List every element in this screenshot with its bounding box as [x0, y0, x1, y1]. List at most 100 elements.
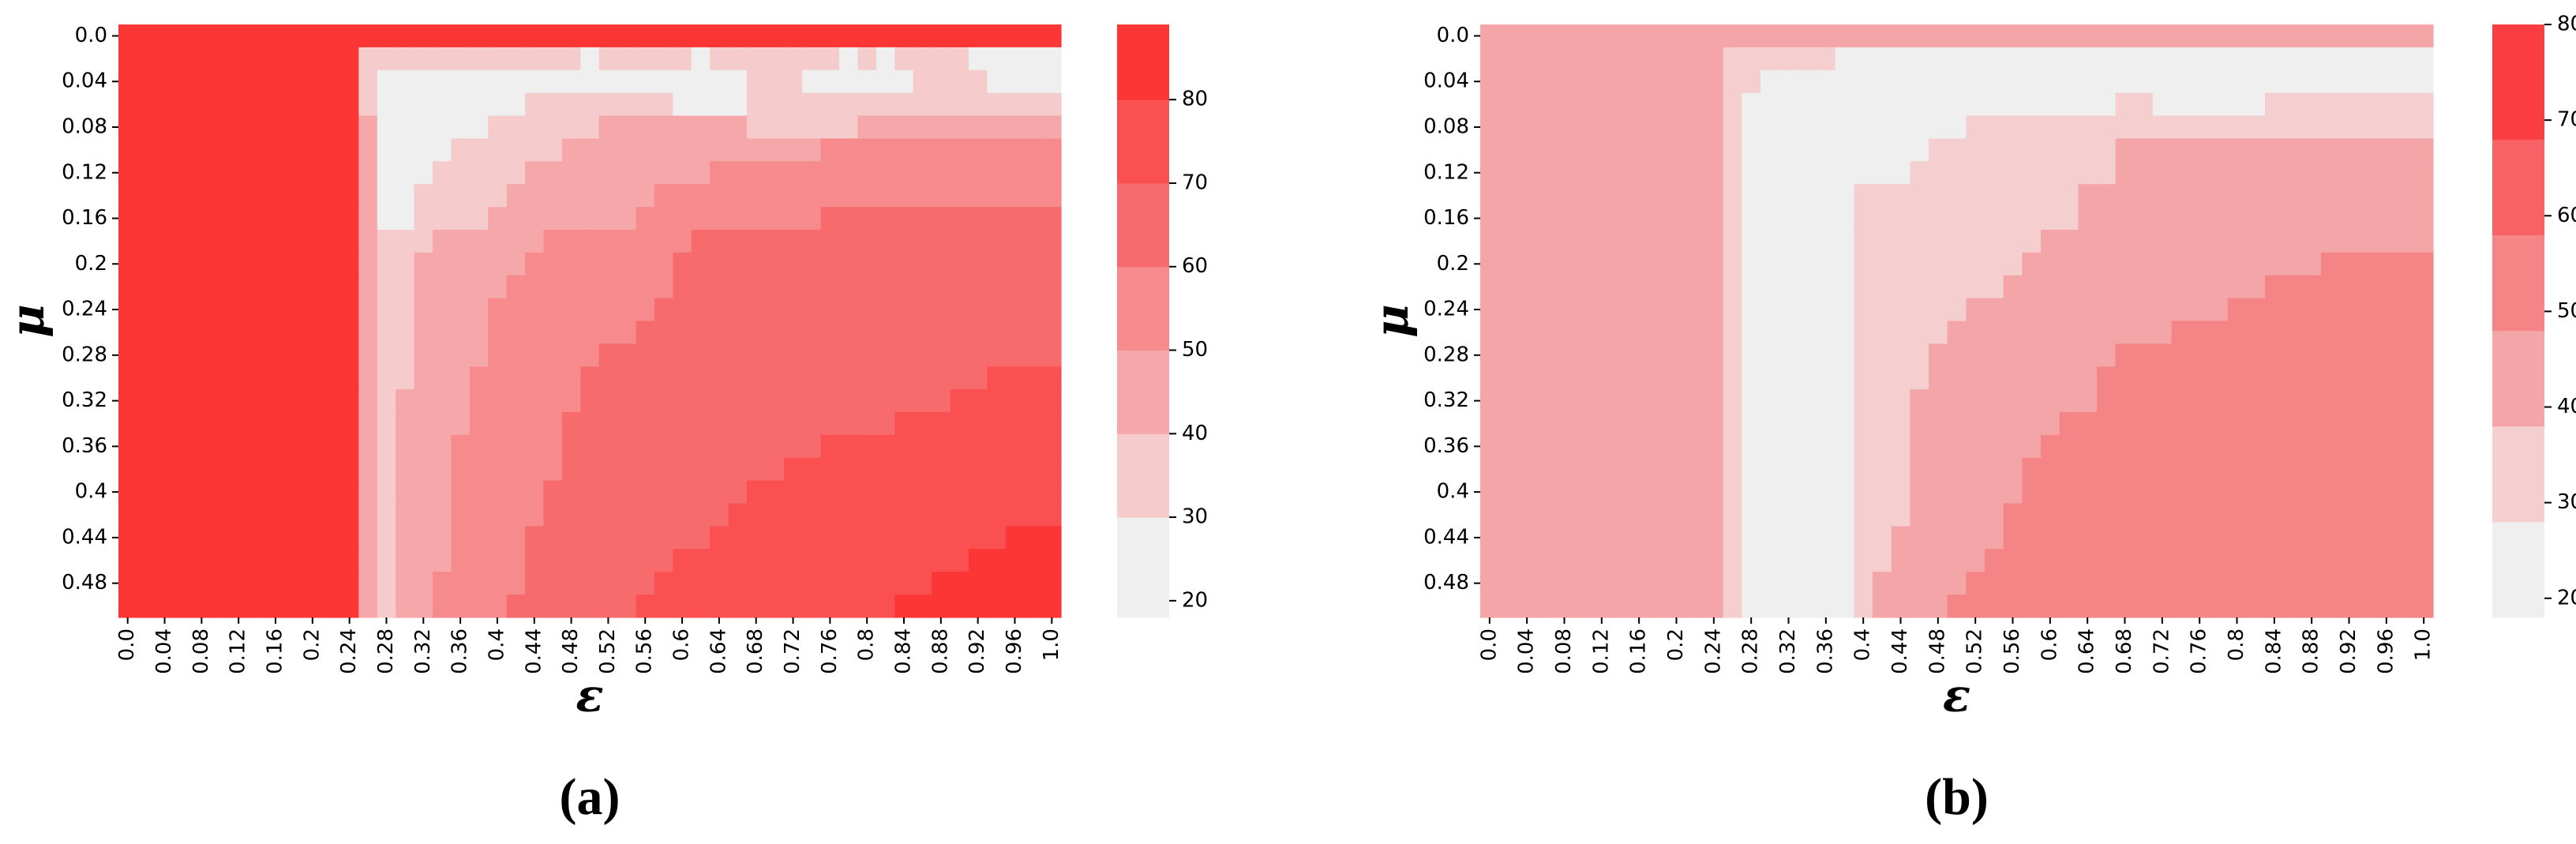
heatmap-cell [728, 47, 748, 71]
heatmap-cell [211, 161, 231, 185]
heatmap-cell [765, 252, 785, 276]
heatmap-cell [1480, 115, 1500, 140]
heatmap-cell [2190, 252, 2210, 276]
y-tick-label: 0.0 [75, 24, 107, 47]
heatmap-cell [2171, 275, 2191, 299]
heatmap-cell [1667, 595, 1686, 618]
heatmap-cell [783, 92, 803, 117]
heatmap-cell [1498, 207, 1518, 231]
heatmap-cell [876, 343, 895, 367]
heatmap-cell [1779, 161, 1798, 185]
heatmap-cell [1498, 389, 1518, 413]
heatmap-cell [765, 595, 785, 618]
heatmap-cell [2414, 343, 2434, 367]
heatmap-cell [580, 434, 600, 459]
heatmap-cell [710, 526, 729, 550]
heatmap-cell [710, 92, 729, 117]
heatmap-cell [1985, 115, 2004, 140]
heatmap-cell [2003, 434, 2023, 459]
heatmap-cell [303, 24, 323, 48]
heatmap-cell [543, 161, 563, 185]
heatmap-cell [118, 115, 138, 140]
heatmap-cell [1891, 457, 1910, 482]
heatmap-cell [2153, 526, 2173, 550]
heatmap-cell [2059, 138, 2079, 162]
heatmap-cell [2339, 138, 2359, 162]
heatmap-cell [820, 138, 840, 162]
heatmap-cell [2059, 69, 2079, 94]
heatmap-cell [1891, 92, 1910, 117]
heatmap-cell [433, 549, 452, 572]
heatmap-cell [802, 92, 822, 117]
heatmap-cell [155, 549, 174, 572]
heatmap-cell [2209, 389, 2229, 413]
heatmap-cell [469, 526, 489, 550]
heatmap-cell [451, 275, 471, 299]
heatmap-cell [1985, 434, 2004, 459]
heatmap-cell [1648, 572, 1668, 595]
heatmap-cell [358, 184, 378, 208]
heatmap-cell [2041, 161, 2060, 185]
heatmap-cell [1554, 389, 1574, 413]
heatmap-cell [1947, 526, 1967, 550]
heatmap-cell [1873, 92, 1892, 117]
heatmap-cell [414, 184, 433, 208]
heatmap-cell [710, 138, 729, 162]
heatmap-cell [950, 321, 969, 344]
heatmap-cell [2209, 526, 2229, 550]
colorbar-tick-label: 70 [2557, 108, 2576, 132]
heatmap-cell [876, 115, 895, 140]
heatmap-cell [1629, 526, 1649, 550]
heatmap-cell [2265, 366, 2285, 390]
heatmap-cell [1798, 549, 1817, 572]
heatmap-cell [2358, 138, 2378, 162]
heatmap-cell [1985, 595, 2004, 618]
heatmap-cell [174, 480, 193, 505]
heatmap-cell [654, 503, 673, 527]
heatmap-cell [1854, 161, 1873, 185]
heatmap-cell [1024, 366, 1044, 390]
heatmap-cell [1592, 298, 1612, 322]
heatmap-cell [358, 549, 378, 572]
heatmap-cell [2097, 92, 2117, 117]
heatmap-cell [1835, 457, 1854, 482]
heatmap-cell [598, 47, 618, 71]
heatmap-cell [1005, 275, 1025, 299]
heatmap-cell [802, 595, 822, 618]
heatmap-cell [137, 92, 156, 117]
heatmap-cell [211, 298, 231, 322]
heatmap-cell [1760, 69, 1780, 94]
heatmap-cell [894, 572, 914, 595]
heatmap-cell [321, 526, 341, 550]
heatmap-cell [636, 503, 655, 527]
heatmap-cell [2078, 161, 2098, 185]
heatmap-cell [2339, 69, 2359, 94]
heatmap-cell [1835, 549, 1854, 572]
heatmap-cell [691, 229, 711, 253]
heatmap-cell [247, 321, 267, 344]
heatmap-cell [1742, 24, 1761, 48]
heatmap-cell [1024, 298, 1044, 322]
heatmap-cell [543, 343, 563, 367]
heatmap-cell [1742, 526, 1761, 550]
heatmap-cell [2209, 47, 2229, 71]
heatmap-cell [2209, 92, 2229, 117]
heatmap-cell [2395, 161, 2415, 185]
heatmap-cell [1742, 161, 1761, 185]
heatmap-cell [2414, 229, 2434, 253]
heatmap-cell [2321, 343, 2341, 367]
heatmap-cell [691, 115, 711, 140]
heatmap-cell [857, 298, 877, 322]
heatmap-cell [802, 549, 822, 572]
heatmap-cell [1554, 434, 1574, 459]
heatmap-cell [2227, 252, 2247, 276]
heatmap-cell [1573, 595, 1593, 618]
heatmap-cell [2209, 24, 2229, 48]
heatmap-cell [987, 366, 1007, 390]
heatmap-cell [2377, 207, 2397, 231]
heatmap-cell [820, 298, 840, 322]
heatmap-cell [2395, 595, 2415, 618]
heatmap-cell [765, 184, 785, 208]
heatmap-cell [617, 526, 637, 550]
heatmap-cell [229, 343, 249, 367]
